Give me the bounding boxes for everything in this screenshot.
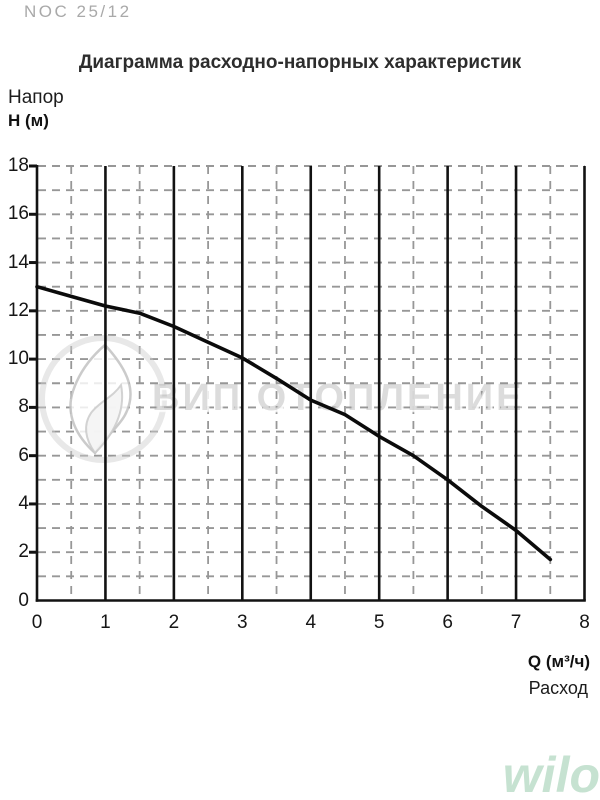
- x-axis-label-q: Q (м³/ч): [527, 652, 590, 671]
- x-tick-label-7: 7: [510, 612, 522, 633]
- x-tick-label-3: 3: [237, 612, 248, 633]
- y-tick-label-0: 0: [18, 589, 29, 611]
- y-axis-label-napor: Напор: [8, 87, 64, 108]
- y-tick-label-14: 14: [7, 251, 29, 273]
- x-axis-label-rashod: Расход: [528, 678, 588, 698]
- wilo-logo: wilo: [502, 747, 600, 800]
- chart-title: Диаграмма расходно-напорных характеристи…: [78, 52, 522, 73]
- x-tick-label-8: 8: [579, 612, 590, 633]
- y-tick-label-18: 18: [7, 155, 29, 176]
- pump-curve: [35, 284, 553, 562]
- y-tick-label-2: 2: [18, 541, 29, 563]
- chart-plot: [29, 164, 586, 602]
- y-tick-label-8: 8: [18, 396, 29, 418]
- y-tick-label-4: 4: [18, 492, 29, 514]
- x-tick-label-6: 6: [442, 612, 453, 633]
- y-axis-label-h-m: H (м): [8, 111, 49, 130]
- y-tick-label-16: 16: [7, 203, 29, 225]
- y-tick-label-6: 6: [18, 444, 29, 466]
- y-tick-label-12: 12: [7, 299, 29, 321]
- y-tick-label-10: 10: [7, 348, 29, 370]
- x-tick-label-4: 4: [305, 612, 317, 633]
- x-tick-label-0: 0: [31, 612, 43, 633]
- x-tick-label-2: 2: [168, 612, 180, 633]
- x-tick-label-1: 1: [100, 612, 111, 633]
- flame-icon: [39, 335, 167, 463]
- pump-model-label: NOC 25/12: [24, 2, 132, 21]
- x-tick-label-5: 5: [373, 612, 385, 633]
